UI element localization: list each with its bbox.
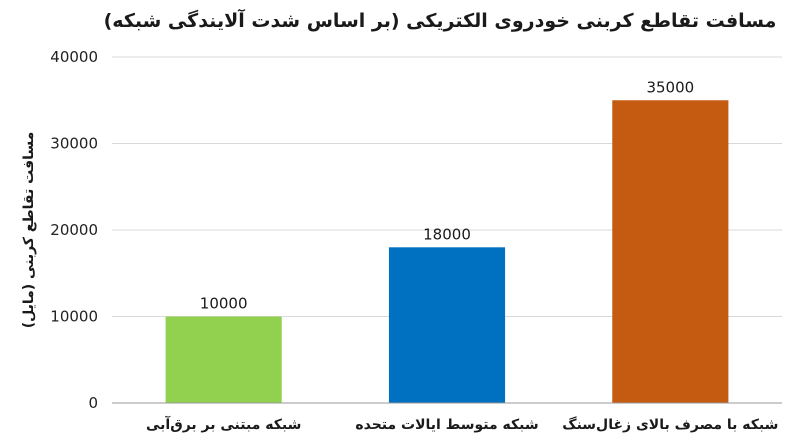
- bar: [612, 100, 729, 403]
- data-label: 18000: [423, 225, 471, 243]
- y-axis-label: مسافت تقاطع کربنی (مایل): [21, 132, 37, 329]
- data-label: 10000: [200, 295, 248, 313]
- x-tick-label: شبکه مبتنی بر برق‌آبی: [146, 415, 301, 433]
- y-tick-label: 0: [88, 394, 98, 412]
- y-tick-label: 20000: [50, 221, 98, 239]
- bar: [388, 247, 506, 403]
- bar: [165, 316, 282, 403]
- x-tick-label: شبکه با مصرف بالای زغال‌سنگ: [562, 416, 778, 433]
- chart-title: مسافت تقاطع کربنی خودروی الکتریکی (بر اس…: [104, 8, 777, 32]
- y-tick-labels: 0 10000 20000 30000 40000: [50, 48, 98, 412]
- y-tick-label: 10000: [50, 308, 98, 326]
- data-label: 35000: [646, 78, 694, 96]
- x-tick-label: شبکه متوسط ایالات متحده: [355, 417, 538, 433]
- y-tick-label: 40000: [50, 48, 98, 66]
- y-tick-label: 30000: [50, 135, 98, 153]
- x-tick-labels: شبکه مبتنی بر برق‌آبی شبکه متوسط ایالات م…: [146, 415, 778, 433]
- bars: [165, 100, 729, 403]
- data-labels: 10000 18000 35000: [200, 78, 694, 312]
